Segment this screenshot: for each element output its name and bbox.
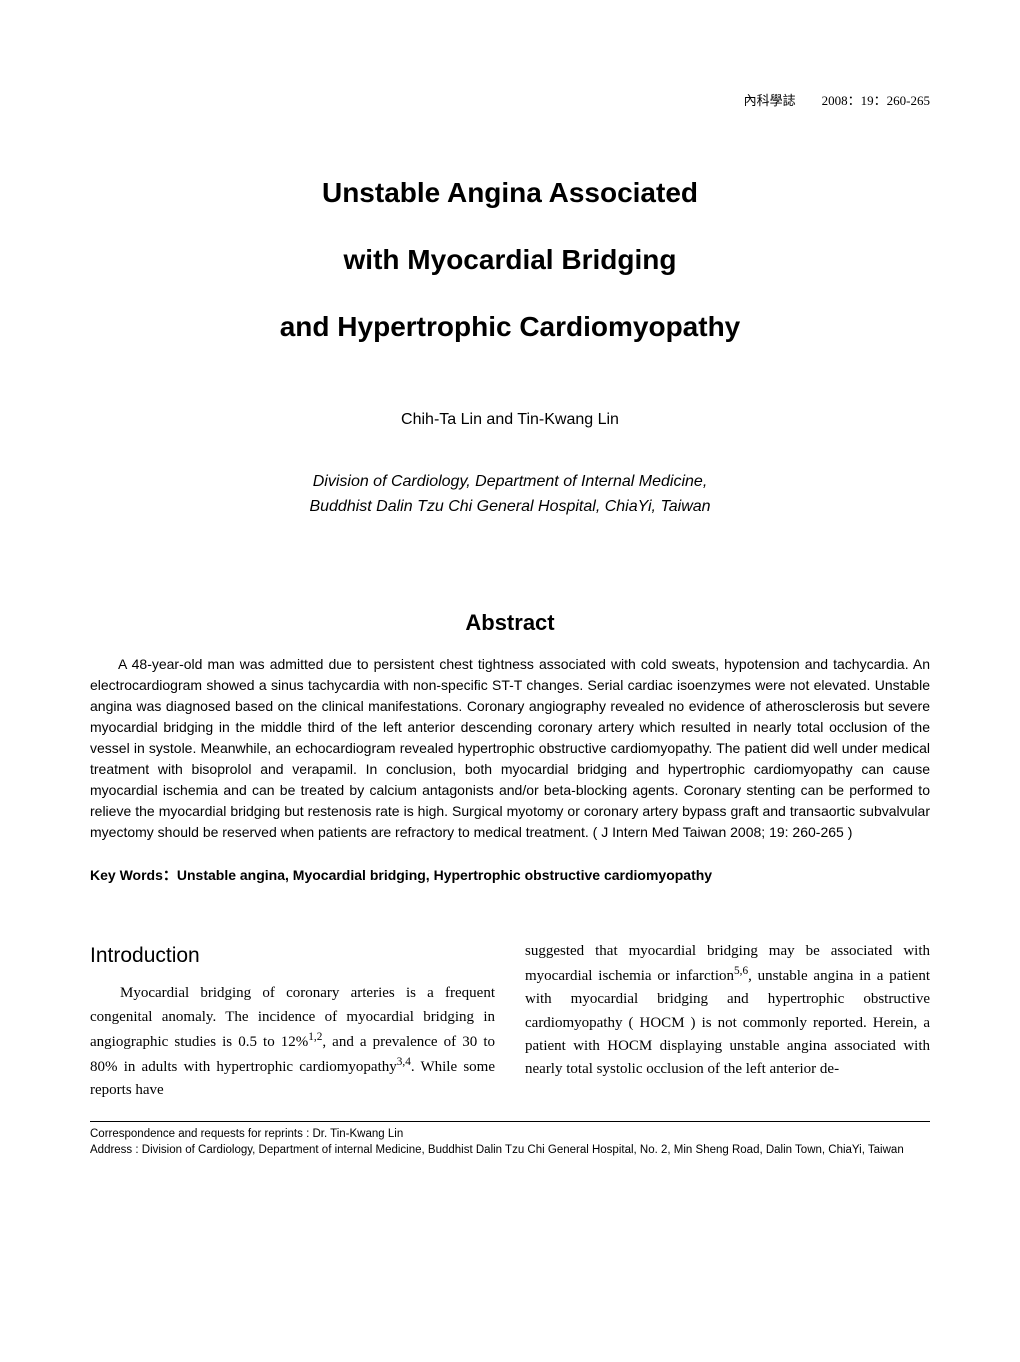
introduction-heading: Introduction [90, 940, 495, 973]
title-line-1: Unstable Angina Associated [90, 159, 930, 226]
introduction-right-paragraph: suggested that myocardial bridging may b… [525, 940, 930, 1082]
title-line-2: with Myocardial Bridging [90, 226, 930, 293]
keywords: Key Words：Unstable angina, Myocardial br… [90, 865, 930, 885]
body-columns: Introduction Myocardial bridging of coro… [90, 940, 930, 1103]
affiliation-line-1: Division of Cardiology, Department of In… [90, 469, 930, 495]
address-line: Address : Division of Cardiology, Depart… [90, 1142, 930, 1158]
right-column: suggested that myocardial bridging may b… [525, 940, 930, 1103]
abstract-text: A 48-year-old man was admitted due to pe… [90, 654, 930, 843]
citation-sup-2: 3,4 [397, 1056, 411, 1068]
header-citation: 內科學誌 2008：19：260-265 [90, 90, 930, 109]
correspondence-line: Correspondence and requests for reprints… [90, 1126, 930, 1142]
introduction-left-paragraph: Myocardial bridging of coronary arteries… [90, 982, 495, 1102]
citation-sup-1: 1,2 [308, 1031, 322, 1043]
keywords-value: Unstable angina, Myocardial bridging, Hy… [177, 867, 712, 883]
affiliation: Division of Cardiology, Department of In… [90, 469, 930, 520]
abstract-heading: Abstract [90, 610, 930, 636]
citation-sup-3: 5,6 [734, 965, 748, 977]
authors: Chih-Ta Lin and Tin-Kwang Lin [90, 411, 930, 429]
affiliation-line-2: Buddhist Dalin Tzu Chi General Hospital,… [90, 494, 930, 520]
left-column: Introduction Myocardial bridging of coro… [90, 940, 495, 1103]
footer: Correspondence and requests for reprints… [90, 1121, 930, 1158]
intro-text-5: , unstable angina in a patient with myoc… [525, 968, 930, 1077]
article-title: Unstable Angina Associated with Myocardi… [90, 159, 930, 361]
title-line-3: and Hypertrophic Cardiomyopathy [90, 293, 930, 360]
keywords-label: Key Words： [90, 867, 177, 883]
